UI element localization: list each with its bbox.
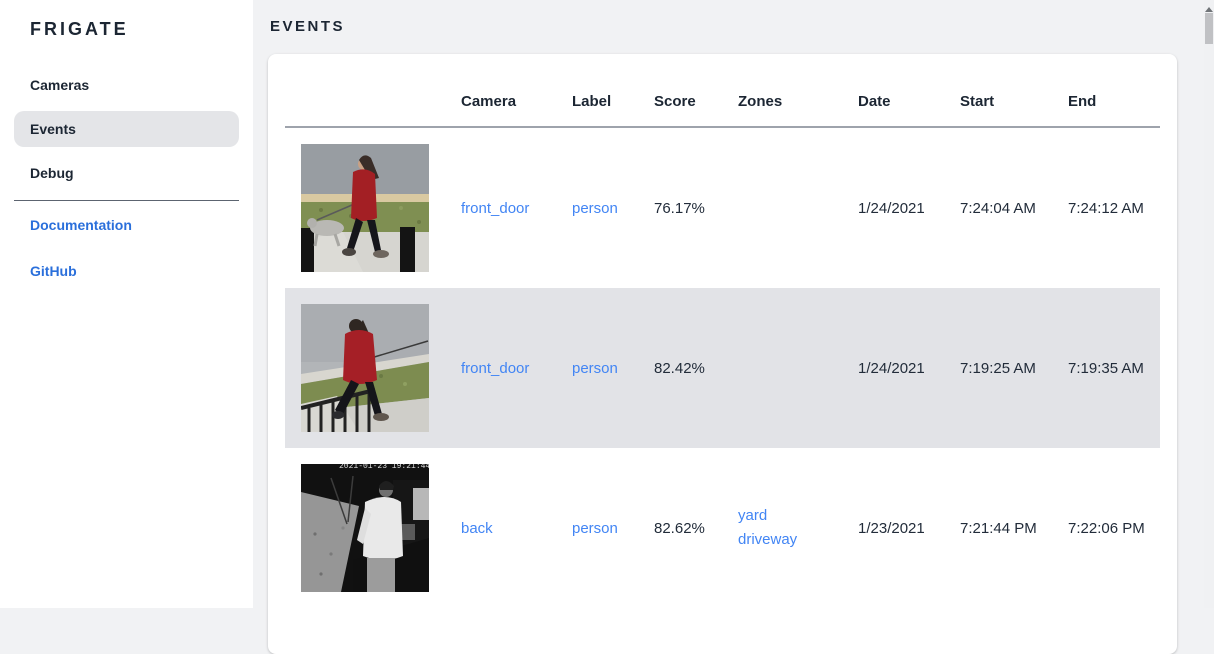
table-row[interactable]: front_door person 76.17% 1/24/2021 7:24:… — [285, 128, 1160, 288]
date-value: 1/24/2021 — [858, 359, 925, 377]
event-thumbnail[interactable] — [301, 144, 429, 272]
label-link[interactable]: person — [572, 199, 618, 217]
main-content: EVENTS Camera Label Score Zones Date Sta… — [253, 0, 1204, 654]
camera-link[interactable]: front_door — [461, 199, 530, 217]
score-value: 82.62% — [654, 519, 705, 537]
event-thumbnail[interactable] — [301, 304, 429, 432]
date-value: 1/24/2021 — [858, 199, 925, 217]
sidebar-divider — [14, 200, 239, 201]
sidebar-link-github[interactable]: GitHub — [30, 263, 77, 279]
sidebar-item-label: Debug — [30, 165, 74, 181]
column-header-camera: Camera — [461, 93, 517, 110]
sidebar-item-debug[interactable]: Debug — [14, 155, 239, 191]
column-header-end: End — [1068, 93, 1097, 110]
sidebar-links: Documentation GitHub — [0, 201, 253, 279]
camera-link[interactable]: front_door — [461, 359, 530, 377]
sidebar-item-label: Events — [30, 121, 76, 137]
thumbnail-timestamp-overlay: 2021-01-23 19:21:44 — [339, 464, 429, 471]
table-row[interactable]: 2021-01-23 19:21:44 back person 82.62% y… — [285, 448, 1160, 608]
event-thumbnail[interactable]: 2021-01-23 19:21:44 — [301, 464, 429, 592]
zone-link[interactable]: driveway — [738, 531, 798, 548]
app-title: FRIGATE — [30, 19, 129, 39]
sidebar-item-events[interactable]: Events — [14, 111, 239, 147]
end-value: 7:24:12 AM — [1068, 199, 1144, 217]
sidebar: FRIGATE Cameras Events Debug Documentati… — [0, 0, 253, 608]
column-header-date: Date — [858, 93, 891, 110]
end-value: 7:22:06 PM — [1068, 519, 1145, 537]
scrollbar-thumb[interactable] — [1205, 13, 1213, 44]
zone-link[interactable]: yard — [738, 507, 768, 524]
score-value: 76.17% — [654, 199, 705, 217]
page-title: EVENTS — [270, 18, 346, 35]
table-header-row: Camera Label Score Zones Date Start End — [285, 54, 1160, 126]
sidebar-nav: Cameras Events Debug — [0, 67, 253, 191]
start-value: 7:19:25 AM — [960, 359, 1036, 377]
sidebar-item-cameras[interactable]: Cameras — [14, 67, 239, 103]
table-row[interactable]: front_door person 82.42% 1/24/2021 7:19:… — [285, 288, 1160, 448]
column-header-zones: Zones — [738, 93, 783, 110]
column-header-score: Score — [654, 93, 696, 110]
label-link[interactable]: person — [572, 519, 618, 537]
zones-cell: yard driveway — [738, 504, 858, 552]
scroll-up-icon — [1205, 7, 1213, 12]
column-header-label: Label — [572, 93, 612, 110]
sidebar-item-label: Cameras — [30, 77, 90, 93]
date-value: 1/23/2021 — [858, 519, 925, 537]
end-value: 7:19:35 AM — [1068, 359, 1144, 377]
start-value: 7:24:04 AM — [960, 199, 1036, 217]
sidebar-link-documentation[interactable]: Documentation — [30, 217, 132, 233]
label-link[interactable]: person — [572, 359, 618, 377]
events-card: Camera Label Score Zones Date Start End — [268, 54, 1177, 654]
start-value: 7:21:44 PM — [960, 519, 1037, 537]
score-value: 82.42% — [654, 359, 705, 377]
vertical-scrollbar[interactable] — [1204, 0, 1214, 608]
scroll-up-button[interactable] — [1204, 0, 1214, 12]
camera-link[interactable]: back — [461, 519, 493, 537]
table-header-divider — [285, 126, 1160, 128]
column-header-start: Start — [960, 93, 995, 110]
